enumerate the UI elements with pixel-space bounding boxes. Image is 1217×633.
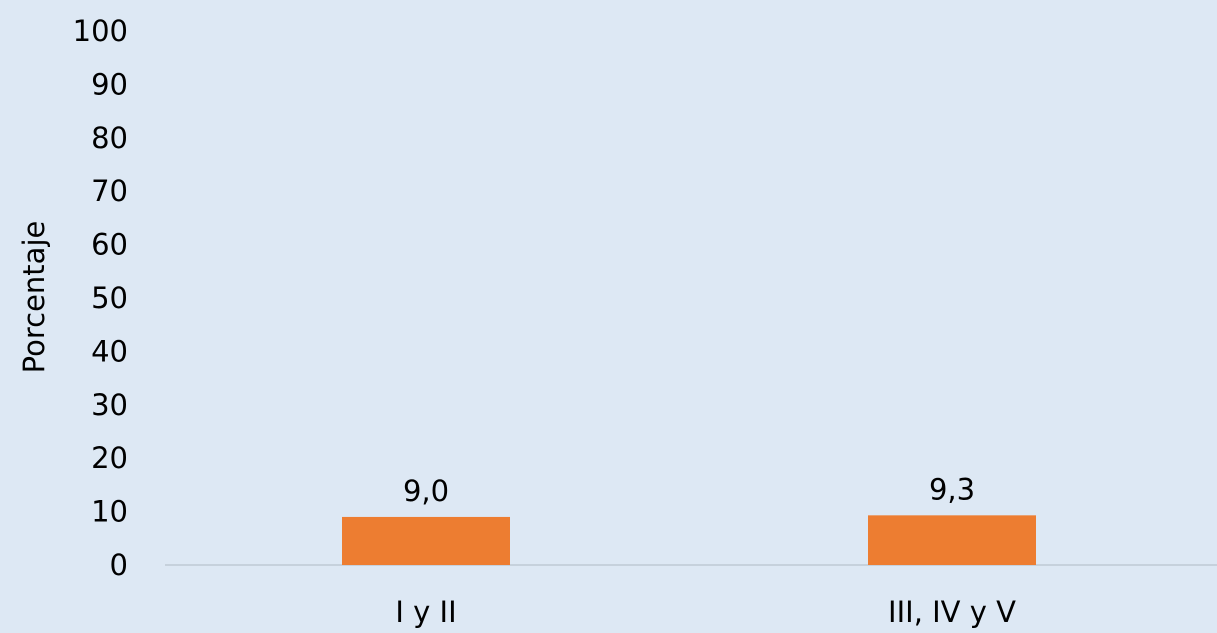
y-tick-label: 50 <box>91 281 128 315</box>
y-axis-ticks: 0 10 20 30 40 50 60 70 80 90 100 <box>73 14 128 582</box>
x-category-label: III, IV y V <box>888 595 1016 629</box>
y-tick-label: 100 <box>73 14 128 48</box>
x-category-label: I y II <box>395 595 456 629</box>
y-tick-label: 80 <box>91 121 128 155</box>
bars-group <box>342 515 1036 565</box>
bar-value-label: 9,0 <box>403 474 449 508</box>
y-tick-label: 70 <box>91 174 128 208</box>
y-tick-label: 10 <box>91 495 128 529</box>
category-labels: I y II III, IV y V <box>395 595 1016 629</box>
bar-value-label: 9,3 <box>929 472 975 506</box>
y-tick-label: 40 <box>91 334 128 368</box>
bar <box>342 516 510 565</box>
y-axis-title: Porcentaje <box>17 221 51 374</box>
bar <box>868 515 1036 565</box>
y-tick-label: 90 <box>91 67 128 101</box>
y-tick-label: 0 <box>110 548 128 582</box>
y-tick-label: 30 <box>91 388 128 422</box>
y-tick-label: 60 <box>91 228 128 262</box>
bar-value-labels: 9,0 9,3 <box>403 472 975 508</box>
y-tick-label: 20 <box>91 441 128 475</box>
